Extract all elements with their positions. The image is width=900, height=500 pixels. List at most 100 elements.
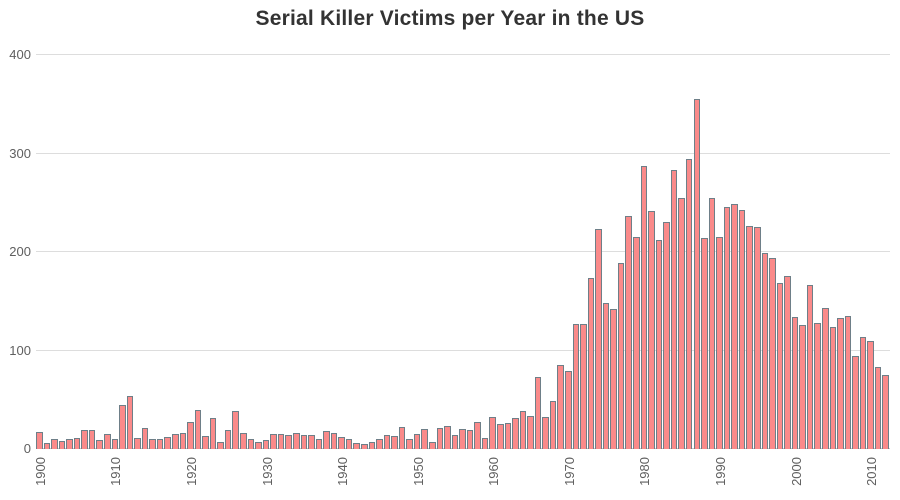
bar-1928 [247,439,255,449]
bar-1902 [51,439,58,449]
bar-1989 [708,197,716,449]
bar-1904 [66,439,73,449]
bar-1982 [655,240,663,449]
x-tick-text: 1980 [637,457,653,486]
bar-1991 [723,206,731,449]
bar-1901 [43,443,51,449]
bar-2005 [829,326,837,449]
bar-1990 [716,237,723,449]
bar-1900 [36,432,43,449]
bar-1917 [164,437,172,449]
bar-1924 [217,442,224,449]
bar-1969 [557,365,565,449]
bar-1987 [693,99,701,449]
bar-2003 [814,322,821,449]
bar-1965 [527,415,534,449]
bar-1973 [587,277,595,449]
bar-1995 [753,227,761,449]
bar-1954 [444,426,451,449]
bar-1978 [625,215,633,449]
bar-1979 [633,237,640,449]
bar-1970 [565,371,572,449]
bar-1986 [685,159,693,449]
bar-1939 [330,433,338,449]
gridline-y-100 [36,349,890,351]
bar-2011 [874,367,882,449]
bar-2007 [844,316,852,449]
bar-1994 [746,226,753,449]
bar-1934 [292,433,300,449]
bar-1949 [406,439,413,449]
bar-1905 [73,438,81,449]
gridline-y-300 [36,152,890,154]
bar-1957 [466,430,474,449]
bar-1975 [602,303,610,449]
bar-1947 [391,436,398,449]
bar-1926 [232,410,240,449]
bar-1903 [58,441,66,449]
bar-1927 [240,433,247,449]
y-tick-label-200: 200 [9,243,31,259]
bar-1950 [413,434,421,449]
x-tick-text: 1950 [410,457,426,486]
bar-1945 [376,439,383,449]
x-tick-text: 2010 [864,457,880,486]
bar-1941 [345,439,353,449]
bar-1980 [640,166,648,449]
gridline-y-200 [36,251,890,252]
bar-2008 [852,356,859,449]
bar-1993 [738,209,746,449]
bar-2006 [837,318,844,449]
bar-1929 [255,442,262,449]
bar-2010 [867,340,874,449]
bar-1930 [262,440,270,449]
bar-1915 [149,439,156,449]
bar-1976 [610,309,617,449]
bar-1959 [481,438,489,449]
bar-1918 [172,434,179,449]
bar-1913 [134,438,141,449]
bar-1992 [731,203,738,449]
bar-2000 [791,317,799,449]
y-tick-label-100: 100 [9,342,31,358]
bar-1962 [504,423,512,449]
bar-1940 [338,437,345,449]
bar-1931 [270,434,277,449]
y-tick-label-400: 400 [9,46,31,62]
bar-1952 [428,442,436,449]
plot-area [36,54,890,449]
x-tick-text: 1970 [561,457,577,486]
bar-1964 [519,410,527,449]
bar-1960 [489,417,496,449]
bar-1966 [534,377,542,449]
gridline-y-400 [36,54,890,55]
bar-2001 [799,324,806,449]
bar-1974 [595,229,602,449]
bar-1958 [474,422,481,449]
bar-1906 [81,430,88,449]
bar-1916 [156,439,164,449]
bar-1914 [141,428,149,449]
bar-1909 [104,434,111,449]
bar-1938 [323,431,330,449]
x-tick-text: 1910 [108,457,124,486]
bar-1971 [572,323,580,449]
x-tick-text: 1920 [183,457,199,486]
bar-1963 [512,418,519,449]
bar-1932 [277,434,285,449]
bar-2009 [859,336,867,449]
bar-1961 [497,424,504,449]
x-tick-text: 2000 [788,457,804,486]
bar-1984 [670,170,678,449]
bar-1944 [368,442,376,449]
bar-1983 [663,222,670,449]
bar-1922 [202,436,209,449]
y-tick-label-300: 300 [9,145,31,161]
bar-1996 [761,253,769,449]
bar-1908 [96,440,103,449]
bar-1956 [459,429,466,449]
bar-2012 [882,375,889,449]
bar-1953 [436,428,444,449]
bar-1923 [209,418,217,449]
